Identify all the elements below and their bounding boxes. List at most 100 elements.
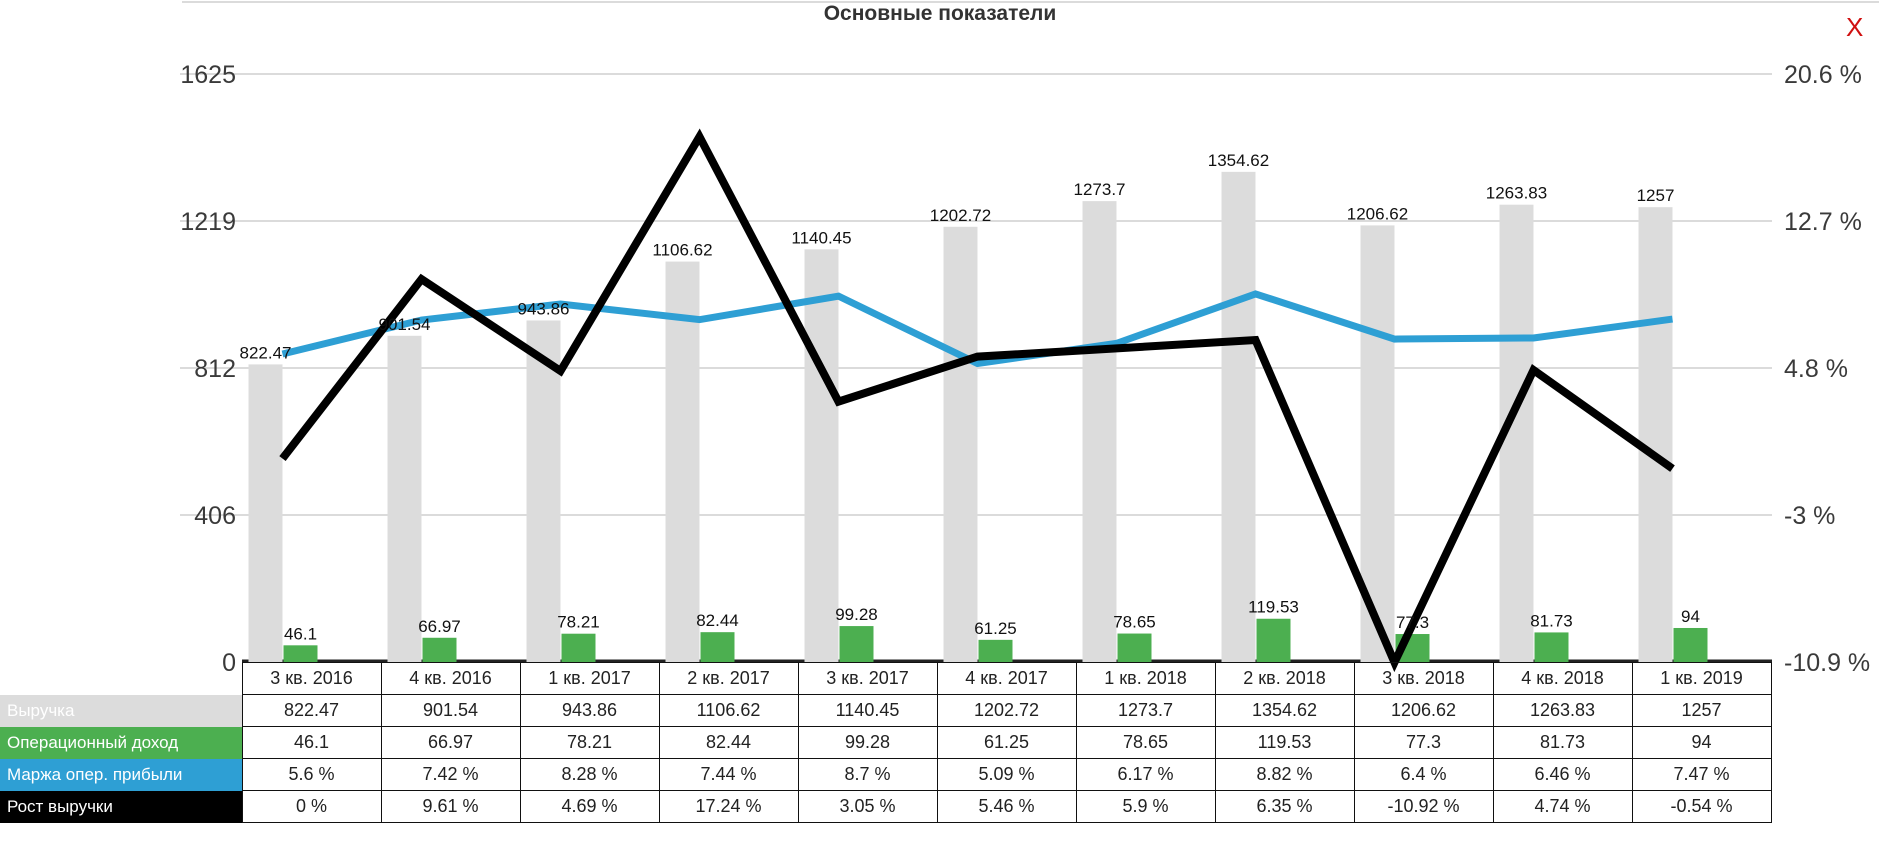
table-header-row: 3 кв. 2016 4 кв. 2016 1 кв. 2017 2 кв. 2017… (0, 662, 1772, 695)
revenue-bar (387, 335, 422, 662)
operating-income-bar (1534, 632, 1569, 662)
table-cell: 66.97 (380, 726, 521, 759)
table-cell: 99.28 (797, 726, 938, 759)
left-tick-label: 1625 (180, 61, 236, 89)
operating-income-bar (1256, 618, 1291, 662)
table-column-header: 3 кв. 2018 (1353, 662, 1494, 695)
table-column-header: 3 кв. 2017 (797, 662, 938, 695)
operating-income-value-label: 66.97 (418, 617, 461, 636)
revenue-bar (804, 249, 839, 662)
table-cell: 1354.62 (1214, 694, 1355, 727)
table-cell: 1273.7 (1075, 694, 1216, 727)
table-cell: 77.3 (1353, 726, 1494, 759)
operating-income-value-label: 46.1 (284, 624, 317, 643)
bar-value-labels: 822.47 46.1 901.54 66.97 943.86 78.21 1106.62 8… (240, 151, 1700, 643)
table-cell: 78.65 (1075, 726, 1216, 759)
operating-income-value-label: 78.65 (1113, 613, 1156, 632)
operating-income-bar (978, 639, 1013, 662)
operating-income-bar (839, 626, 874, 662)
right-tick-label: -10.9 % (1784, 649, 1870, 677)
table-cell: 4.69 % (519, 790, 660, 823)
operating-income-bar (561, 633, 596, 662)
revenue-growth-line (279, 128, 1675, 673)
table-cell: -10.92 % (1353, 790, 1494, 823)
table-cell: 6.46 % (1492, 758, 1633, 791)
table-column-header: 1 кв. 2019 (1631, 662, 1772, 695)
table-cell: 3.05 % (797, 790, 938, 823)
table-cell: 6.4 % (1353, 758, 1494, 791)
table-cell: 5.09 % (936, 758, 1077, 791)
right-tick-label: 20.6 % (1784, 61, 1862, 89)
revenue-bar (1638, 207, 1673, 663)
table-cell: 5.6 % (241, 758, 382, 791)
right-tick-label: 12.7 % (1784, 208, 1862, 236)
right-axis-ticks: -10.9 % -3 % 4.8 % 12.7 % 20.6 % (1784, 61, 1870, 677)
right-tick-label: 4.8 % (1784, 355, 1848, 383)
revenue-value-label: 1263.83 (1486, 184, 1547, 203)
operating-income-value-label: 82.44 (696, 611, 739, 630)
table-cell: 901.54 (380, 694, 521, 727)
table-column-header: 4 кв. 2018 (1492, 662, 1633, 695)
table-corner (0, 663, 242, 695)
table-cell: 822.47 (241, 694, 382, 727)
operating-income-bar (1673, 627, 1708, 662)
operating-income-value-label: 61.25 (974, 619, 1017, 638)
revenue-value-label: 1354.62 (1208, 151, 1269, 170)
revenue-bar (1221, 171, 1256, 662)
table-column-header: 3 кв. 2016 (241, 662, 382, 695)
bars (248, 171, 1708, 663)
operating-income-value-label: 99.28 (835, 605, 878, 624)
table-column-header: 2 кв. 2017 (658, 662, 799, 695)
table-cell: 5.9 % (1075, 790, 1216, 823)
close-button[interactable]: X (1846, 12, 1864, 42)
table-cell: 82.44 (658, 726, 799, 759)
table-cell: -0.54 % (1631, 790, 1772, 823)
table-row-revenue-growth: Рост выручки 0 % 9.61 % 4.69 % 17.24 % 3.05 %… (0, 790, 1772, 823)
table-column-header: 1 кв. 2017 (519, 662, 660, 695)
table-row-label: Выручка (0, 694, 242, 727)
table-cell: 8.28 % (519, 758, 660, 791)
left-tick-label: 406 (194, 502, 236, 530)
table-cell: 1263.83 (1492, 694, 1633, 727)
operating-income-bar (283, 645, 318, 662)
table-cell: 1257 (1631, 694, 1772, 727)
table-row-label: Маржа опер. прибыли (0, 758, 242, 791)
table-column-header: 1 кв. 2018 (1075, 662, 1216, 695)
revenue-value-label: 1106.62 (652, 241, 712, 260)
table-row-label: Операционный доход (0, 726, 242, 759)
table-column-header: 2 кв. 2018 (1214, 662, 1355, 695)
left-axis-ticks: 0 406 812 1219 1625 (180, 61, 236, 677)
revenue-bar (1082, 201, 1117, 662)
revenue-value-label: 1273.7 (1074, 180, 1126, 199)
table-cell: 6.17 % (1075, 758, 1216, 791)
operating-income-bar (422, 637, 457, 662)
operating-income-value-label: 119.53 (1248, 598, 1299, 617)
revenue-value-label: 901.54 (379, 315, 431, 334)
revenue-value-label: 1257 (1637, 186, 1675, 205)
table-cell: 119.53 (1214, 726, 1355, 759)
table-row-operating-income: Операционный доход 46.1 66.97 78.21 82.44 99.… (0, 726, 1772, 759)
right-tick-label: -3 % (1784, 502, 1835, 530)
table-cell: 1206.62 (1353, 694, 1494, 727)
table-row-label: Рост выручки (0, 790, 242, 823)
table-cell: 4.74 % (1492, 790, 1633, 823)
table-cell: 46.1 (241, 726, 382, 759)
chart-title: Основные показатели (824, 2, 1057, 25)
revenue-value-label: 1202.72 (930, 206, 991, 225)
operating-income-value-label: 77.3 (1396, 613, 1429, 632)
table-cell: 7.42 % (380, 758, 521, 791)
table-cell: 1140.45 (797, 694, 938, 727)
series-lines (279, 128, 1675, 673)
revenue-value-label: 943.86 (518, 299, 570, 318)
table-row-operating-margin: Маржа опер. прибыли 5.6 % 7.42 % 8.28 % 7.44… (0, 758, 1772, 791)
operating-income-value-label: 81.73 (1530, 611, 1573, 630)
revenue-bar (248, 364, 283, 662)
table-cell: 8.82 % (1214, 758, 1355, 791)
table-cell: 5.46 % (936, 790, 1077, 823)
table-cell: 8.7 % (797, 758, 938, 791)
table-cell: 17.24 % (658, 790, 799, 823)
table-cell: 7.44 % (658, 758, 799, 791)
left-tick-label: 812 (194, 355, 236, 383)
table-cell: 0 % (241, 790, 382, 823)
